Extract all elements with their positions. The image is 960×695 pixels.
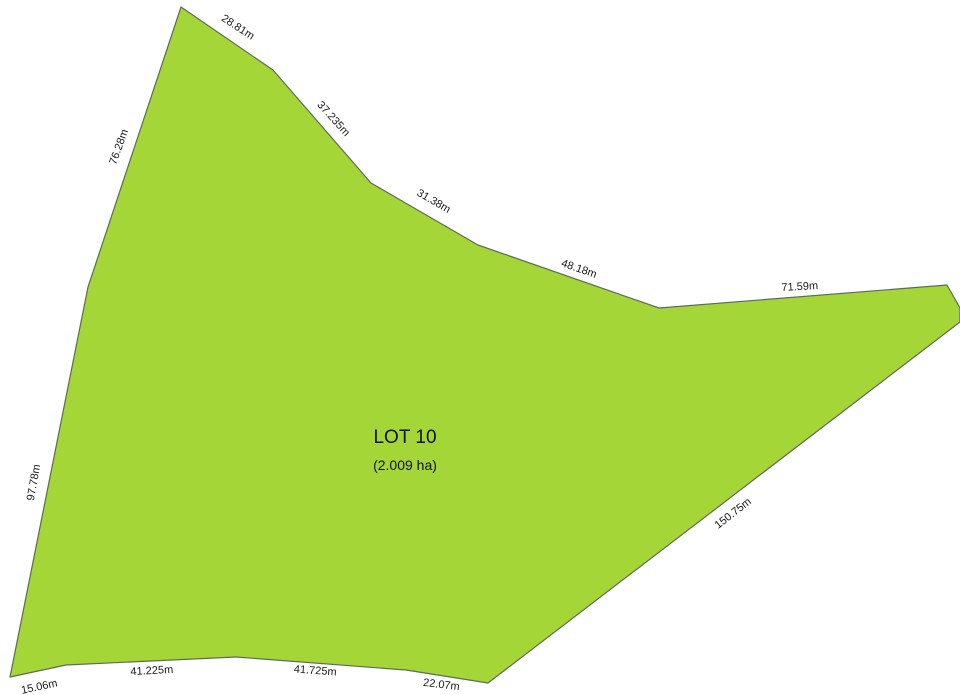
dimension-label-bottom-right: 22.07m (422, 677, 460, 693)
lot-10-parcel[interactable] (9, 6, 960, 684)
dimension-label-bottom-middle-right: 41.725m (293, 664, 337, 679)
dimension-label-left-upper: 76.28m (107, 128, 131, 167)
lot-area-label: (2.009 ha) (373, 457, 437, 473)
lot-name-label: LOT 10 (373, 427, 436, 448)
dimension-label-top-right: 71.59m (781, 280, 818, 294)
dimension-label-bottom-left: 15.06m (20, 677, 58, 695)
dimension-label-bottom-middle-left: 41.225m (130, 664, 173, 678)
dimension-label-left-lower: 97.78m (25, 463, 43, 501)
